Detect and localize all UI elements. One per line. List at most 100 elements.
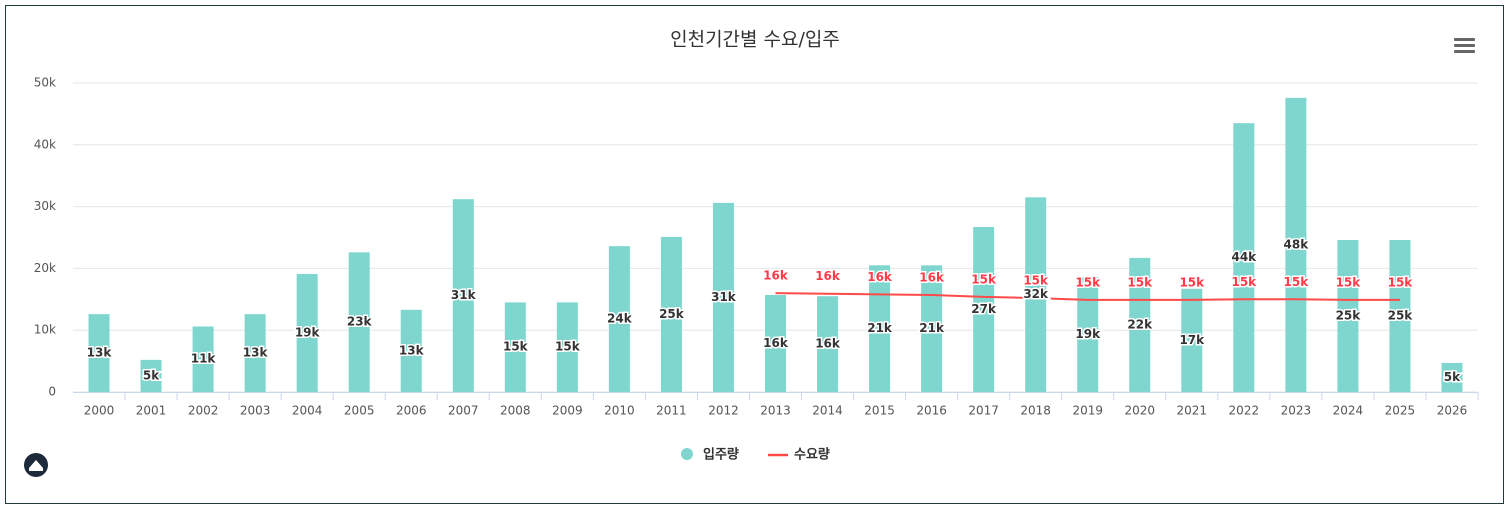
- x-tick-label: 2003: [240, 404, 271, 418]
- data-label: 16k: [815, 269, 841, 283]
- data-label: 15k: [555, 340, 581, 354]
- x-tick-label: 2012: [708, 404, 739, 418]
- x-tick-label: 2006: [396, 404, 427, 418]
- x-tick-label: 2026: [1437, 404, 1468, 418]
- x-tick-label: 2024: [1333, 404, 1364, 418]
- x-tick-label: 2002: [188, 404, 219, 418]
- data-label: 32k: [1023, 287, 1049, 301]
- y-tick-label: 50k: [34, 76, 56, 90]
- bar: [1337, 239, 1359, 392]
- data-label: 16k: [919, 270, 945, 284]
- bar: [452, 199, 474, 392]
- bar: [921, 265, 943, 392]
- bar: [1077, 277, 1099, 392]
- legend-label[interactable]: 수요량: [794, 448, 830, 463]
- data-label: 19k: [295, 325, 321, 339]
- data-label: 15k: [1231, 275, 1257, 289]
- data-label: 48k: [1284, 237, 1310, 251]
- data-label: 16k: [815, 337, 841, 351]
- data-label: 15k: [1023, 274, 1049, 288]
- x-tick-label: 2025: [1385, 404, 1416, 418]
- x-tick-label: 2016: [916, 404, 947, 418]
- y-tick-label: 0: [48, 385, 56, 399]
- x-tick-label: 2000: [84, 404, 115, 418]
- line: [775, 292, 1400, 301]
- menu-icon[interactable]: [1454, 38, 1475, 53]
- x-tick-label: 2017: [968, 404, 999, 418]
- x-tick-label: 2010: [604, 404, 635, 418]
- y-tick-label: 30k: [34, 199, 56, 213]
- y-tick-label: 20k: [34, 261, 56, 275]
- data-label: 16k: [867, 270, 893, 284]
- bar: [1025, 197, 1047, 392]
- data-label: 11k: [191, 352, 217, 366]
- bar: [504, 302, 526, 392]
- bar: [192, 326, 214, 392]
- bar: [400, 309, 422, 392]
- bar: [765, 294, 786, 392]
- bar: [1233, 123, 1255, 393]
- x-tick-label: 2022: [1229, 404, 1260, 418]
- bar: [1129, 257, 1151, 392]
- legend: 입주량 수요량: [681, 448, 830, 463]
- x-tick-label: 2007: [448, 404, 479, 418]
- data-label: 5k: [143, 368, 160, 382]
- data-label: 25k: [1336, 308, 1362, 322]
- data-label: 19k: [1075, 327, 1101, 341]
- x-tick-label: 2008: [500, 404, 531, 418]
- bar: [88, 314, 110, 392]
- bar: [296, 273, 318, 392]
- data-label: 13k: [243, 346, 269, 360]
- data-label: 15k: [1127, 275, 1153, 289]
- data-label: 15k: [503, 340, 529, 354]
- data-label: 21k: [919, 321, 945, 335]
- y-tick-label: 40k: [34, 137, 56, 151]
- data-label: 13k: [87, 346, 113, 360]
- bar: [869, 265, 891, 392]
- bar: [244, 314, 266, 392]
- data-label: 44k: [1231, 250, 1257, 264]
- data-label: 13k: [399, 343, 425, 357]
- data-label: 21k: [867, 321, 893, 335]
- bar: [660, 236, 682, 392]
- chart-title: 인천기간별 수요/입주: [670, 29, 840, 51]
- x-tick-label: 2014: [812, 404, 843, 418]
- bar: [348, 252, 370, 392]
- data-label: 22k: [1127, 317, 1153, 331]
- data-label: 25k: [659, 307, 685, 321]
- x-tick-label: 2023: [1281, 404, 1312, 418]
- x-tick-label: 2021: [1177, 404, 1208, 418]
- y-tick-label: 10k: [34, 323, 56, 337]
- data-label: 15k: [1336, 275, 1362, 289]
- bar: [1441, 362, 1463, 392]
- x-tick-label: 2009: [552, 404, 583, 418]
- data-label: 31k: [451, 288, 477, 302]
- bar: [608, 246, 630, 392]
- data-label: 15k: [1388, 275, 1414, 289]
- data-label: 16k: [763, 269, 789, 283]
- data-label: 15k: [971, 272, 997, 286]
- x-tick-label: 2011: [656, 404, 687, 418]
- x-tick-label: 2005: [344, 404, 375, 418]
- data-label: 15k: [1284, 275, 1310, 289]
- x-tick-label: 2019: [1072, 404, 1103, 418]
- x-tick-label: 2020: [1124, 404, 1155, 418]
- data-label: 24k: [607, 312, 633, 326]
- x-tick-label: 2004: [292, 404, 323, 418]
- bar: [817, 296, 839, 392]
- bar: [1389, 239, 1411, 392]
- bar: [973, 226, 995, 392]
- bar: [1285, 97, 1307, 392]
- bar: [712, 202, 734, 392]
- data-label: 15k: [1075, 275, 1101, 289]
- bar: [556, 302, 578, 392]
- data-label: 17k: [1179, 333, 1205, 347]
- logo-icon: [24, 453, 48, 477]
- data-label: 31k: [711, 290, 737, 304]
- x-tick-label: 2018: [1020, 404, 1051, 418]
- legend-label[interactable]: 입주량: [703, 448, 739, 463]
- data-label: 23k: [347, 315, 373, 329]
- bar: [140, 359, 162, 392]
- x-tick-label: 2015: [864, 404, 895, 418]
- data-label: 27k: [971, 302, 997, 316]
